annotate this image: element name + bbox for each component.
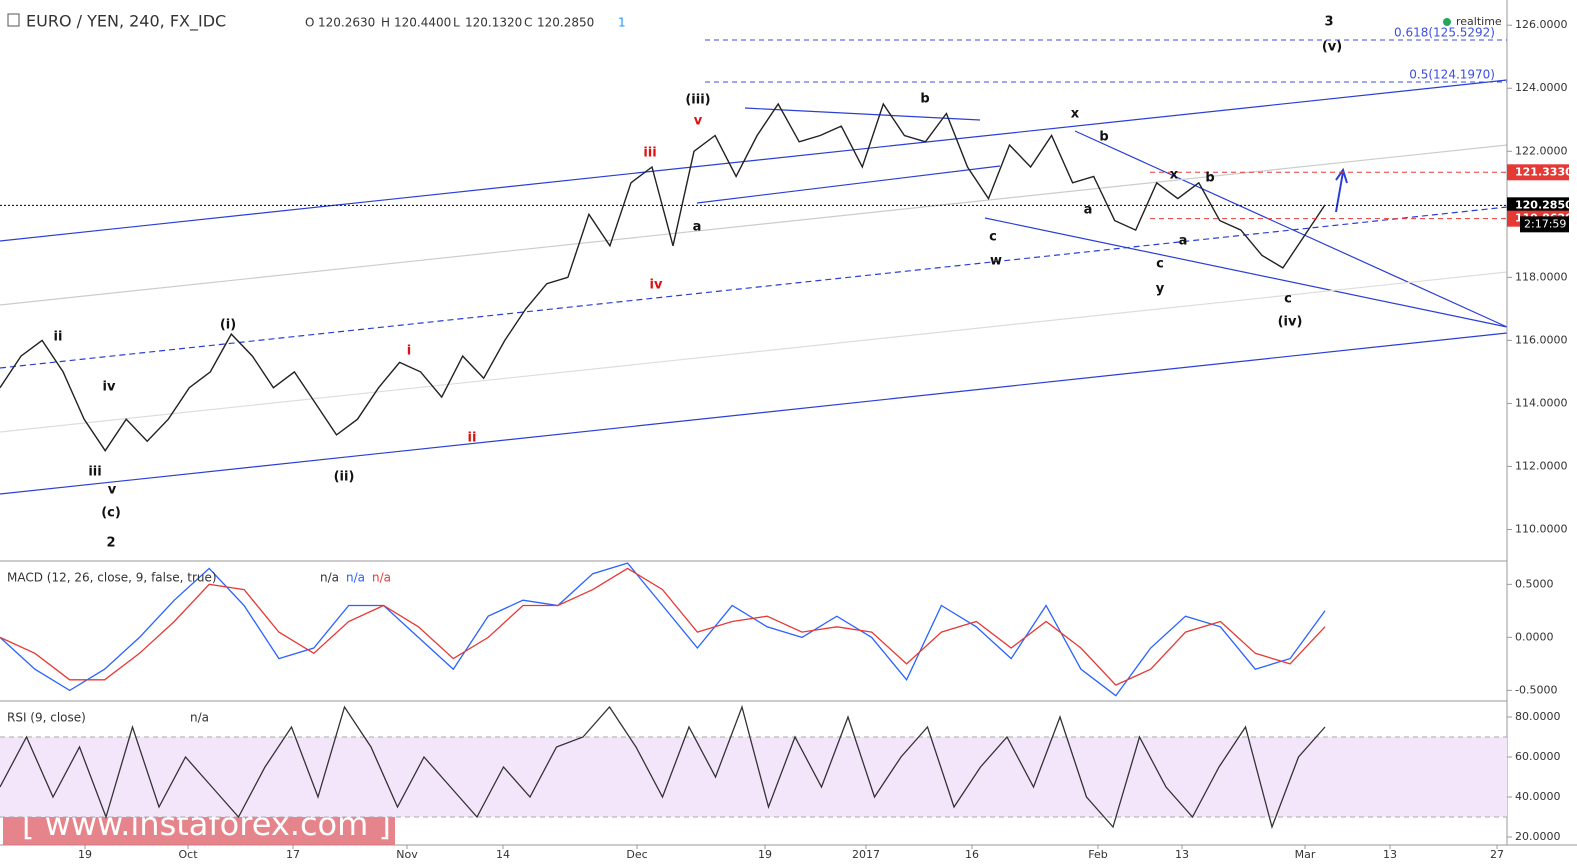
price-tag-label: 120.2850 [1515, 198, 1573, 211]
x-tick-label: 27 [1490, 848, 1504, 861]
wave-label: b [920, 92, 929, 107]
y-tick-label: 80.0000 [1515, 710, 1561, 723]
pane-title: MACD (12, 26, close, 9, false, true) [7, 571, 217, 585]
y-tick-label: 114.0000 [1515, 396, 1568, 409]
y-tick-label: 110.0000 [1515, 522, 1568, 535]
wave-label: i [407, 344, 411, 359]
wave-label: c [1284, 292, 1292, 307]
x-tick-label: Mar [1295, 848, 1316, 861]
wave-label: 3 [1324, 15, 1333, 30]
x-tick-label: Dec [626, 848, 647, 861]
y-tick-label: 126.0000 [1515, 18, 1568, 31]
label: C [524, 16, 532, 30]
wave-label: b [1099, 130, 1108, 145]
wave-label: iv [103, 380, 116, 395]
wave-label: ii [54, 330, 63, 345]
legend-value: n/a [320, 571, 339, 585]
wave-label: (v) [1322, 40, 1342, 55]
price-tag-label: 121.3330 [1515, 165, 1573, 178]
wave-label: iii [88, 465, 101, 480]
wave-label: (ii) [334, 470, 355, 485]
wave-label: (i) [220, 318, 236, 333]
wave-label: ii [468, 431, 477, 446]
x-tick-label: 16 [965, 848, 979, 861]
y-tick-label: 0.0000 [1515, 630, 1554, 643]
value: 120.4400 [394, 16, 451, 30]
value: 120.2630 [318, 16, 375, 30]
countdown: 2:17:59 [1524, 217, 1566, 230]
wave-label: y [1156, 282, 1165, 297]
symbol: EURO / YEN, 240, FX_IDC [26, 12, 226, 32]
y-tick-label: 112.0000 [1515, 459, 1568, 472]
y-tick-label: 0.5000 [1515, 577, 1554, 590]
wave-label: a [693, 220, 702, 235]
y-tick-label: 20.0000 [1515, 830, 1561, 843]
status-dot [1443, 18, 1451, 26]
alerts[interactable]: 1 [618, 16, 626, 30]
x-tick-label: 2017 [852, 848, 880, 861]
y-tick-label: 116.0000 [1515, 333, 1568, 346]
label: O [305, 16, 314, 30]
wave-label: a [1084, 203, 1093, 218]
status: realtime [1456, 15, 1502, 28]
series-line [0, 562, 1326, 697]
wave-label: (c) [101, 506, 121, 521]
wave-label: (iii) [685, 93, 710, 108]
wave-label: v [108, 483, 117, 498]
header: EURO / YEN, 240, FX_IDC O 120.2630 H 120… [7, 12, 1502, 32]
y-tick-label: 122.0000 [1515, 144, 1568, 157]
wave-label: x [1071, 107, 1080, 122]
y-tick-label: -0.5000 [1515, 683, 1557, 696]
x-tick-label: 13 [1175, 848, 1189, 861]
price-tag [1507, 197, 1569, 214]
series-line [0, 704, 1326, 830]
x-tick-label: 13 [1383, 848, 1397, 861]
x-tick-label: 17 [286, 848, 300, 861]
x-tick-label: 19 [78, 848, 92, 861]
wave-label: a [1179, 234, 1188, 249]
wave-label: iv [650, 278, 663, 293]
series-line [0, 102, 1326, 452]
wave-label: 2 [106, 536, 115, 551]
trend-lines [0, 79, 1508, 495]
wave-label: w [990, 254, 1002, 269]
wave-label: v [694, 114, 703, 129]
y-tick-label: 118.0000 [1515, 270, 1568, 283]
x-tick-label: Oct [178, 848, 198, 861]
value: 120.2850 [537, 16, 594, 30]
wave-label: (iv) [1278, 315, 1303, 330]
x-tick-label: 19 [758, 848, 772, 861]
wave-label: c [1156, 257, 1164, 272]
countdown-tag [1520, 216, 1569, 233]
pane-title: RSI (9, close) [7, 711, 86, 725]
label: L [453, 16, 460, 30]
price-tag [1507, 164, 1569, 181]
y-tick-label: 60.0000 [1515, 750, 1561, 763]
x-tick-label: Nov [396, 848, 418, 861]
y-tick-label: 124.0000 [1515, 81, 1568, 94]
wave-label: b [1205, 171, 1214, 186]
icon [7, 13, 20, 27]
wave-label: x [1170, 168, 1179, 183]
wave-label: c [989, 230, 997, 245]
legend-value: n/a [372, 571, 391, 585]
x-tick-label: Feb [1088, 848, 1107, 861]
x-tick-label: 14 [496, 848, 510, 861]
wave-label: iii [643, 146, 656, 161]
fib-label: 0.5(124.1970) [1409, 68, 1495, 82]
value: 120.1320 [465, 16, 522, 30]
fib-label: 0.618(125.5292) [1394, 26, 1495, 40]
y-tick-label: 40.0000 [1515, 790, 1561, 803]
legend-value: n/a [346, 571, 365, 585]
legend-value: n/a [190, 711, 209, 725]
series-line [0, 567, 1326, 686]
label: H [381, 16, 390, 30]
